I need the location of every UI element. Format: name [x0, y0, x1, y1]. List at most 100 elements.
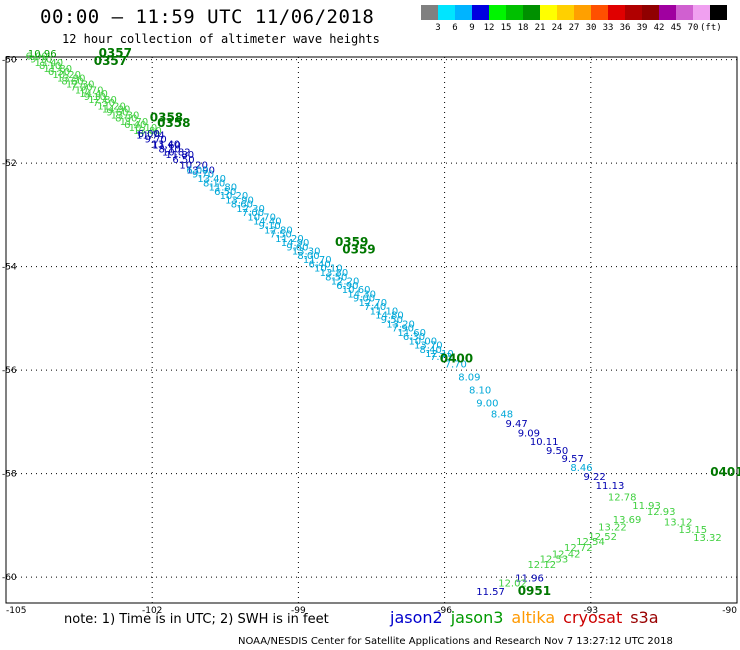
color-scale-label: 45	[670, 23, 682, 33]
track-observation: 8.00	[297, 251, 319, 262]
track-observation: 10.60	[342, 285, 371, 296]
track-observation: 8.50	[138, 129, 160, 140]
wave-height-labels: 11.7411.6010.827.737.708.098.109.008.489…	[28, 49, 722, 598]
wave-height-value: 7.73	[430, 352, 452, 363]
color-scale-label: 12	[483, 23, 495, 33]
pass-time: 0359	[335, 235, 368, 249]
wave-height-value: 10.11	[530, 437, 559, 448]
track-observation: 12.10	[425, 349, 454, 360]
latitude-tick-label: -56	[2, 366, 17, 376]
track-observation: 6.40	[124, 120, 146, 131]
pass-time: 0358	[157, 116, 190, 130]
track-observation: 10.20	[179, 160, 208, 171]
track-observation: 12.30	[236, 204, 265, 215]
color-cell	[574, 5, 591, 20]
wave-height-value: 13.22	[598, 523, 627, 534]
track-observation: 13.30	[292, 247, 321, 258]
wave-height-value: 10.96	[28, 49, 57, 60]
track-observation: 14.40	[79, 89, 108, 100]
track-observation: 11.80	[43, 64, 72, 75]
color-cell	[608, 5, 625, 20]
color-cell	[523, 5, 540, 20]
pass-time: 0400	[440, 351, 473, 365]
wave-height-value: 9.22	[583, 472, 605, 483]
track-observation: 9.70	[30, 55, 52, 66]
longitude-tick-label: -90	[722, 606, 737, 616]
track-observation: 9.10	[259, 221, 281, 232]
track-observation: 13.80	[133, 126, 162, 137]
color-cell	[540, 5, 557, 20]
track-observation: 11.80	[209, 183, 238, 194]
color-scale-label: 36	[619, 23, 631, 33]
pass-time: 0357	[94, 54, 127, 68]
color-cell	[472, 5, 489, 20]
longitude-tick-label: -105	[6, 606, 26, 616]
wave-height-value: 8.48	[491, 410, 513, 421]
track-observation: 12.20	[331, 277, 360, 288]
color-scale-label: 27	[568, 23, 580, 33]
track-observation: 13.40	[34, 58, 63, 69]
wave-height-value: 9.57	[562, 454, 584, 465]
track-observation: 10.20	[220, 191, 249, 202]
wave-height-value: 12.72	[564, 543, 593, 554]
latitude-tick-label: -52	[2, 159, 17, 169]
track-observation: 9.50	[381, 315, 403, 326]
wave-height-value: 13.12	[664, 517, 693, 528]
track-observation: 13.90	[186, 165, 215, 176]
track-observation: 10.70	[247, 212, 276, 223]
track-observation: 11.20	[275, 234, 304, 245]
wave-height-value: 11.60	[152, 141, 181, 152]
wave-height-value: 9.50	[546, 446, 568, 457]
track-observation: 6.50	[48, 67, 70, 78]
wave-height-value: 13.15	[679, 525, 708, 536]
color-cell	[676, 5, 693, 20]
legend-jason3: jason3	[450, 608, 504, 627]
wave-height-value: 13.69	[613, 515, 642, 526]
track-observation: 7.00	[242, 208, 264, 219]
credit-line: NOAA/NESDIS Center for Satellite Applica…	[238, 636, 673, 647]
track-observation: 12.30	[66, 80, 95, 91]
pass-time: 0357	[99, 46, 132, 60]
color-scale-label: 15	[500, 23, 512, 33]
wave-height-value: 12.78	[608, 493, 637, 504]
color-scale-label: 33	[602, 23, 614, 33]
color-cell	[557, 5, 574, 20]
color-cell	[421, 5, 438, 20]
color-scale-label: 24	[551, 23, 563, 33]
color-cell	[489, 5, 506, 20]
wave-height-value: 8.10	[469, 385, 491, 396]
longitude-tick-label: -99	[291, 606, 306, 616]
track-observation: 13.70	[414, 341, 443, 352]
track-observation: 13.40	[197, 174, 226, 185]
track-observation: 8.10	[203, 178, 225, 189]
track-observation: 9.60	[286, 242, 308, 253]
wave-height-value: 11.57	[476, 587, 505, 598]
color-cell	[591, 5, 608, 20]
track-observation: 6.50	[214, 187, 236, 198]
satellite-track: 6.009.7013.408.1011.806.5010.2013.908.60…	[25, 52, 453, 361]
track-observation: 14.40	[253, 217, 282, 228]
axis-tick-labels: -105 -102 -99 -96 -93 -90 -50 -52 -54 -56 -58 -60	[2, 56, 737, 616]
track-observation: 11.80	[165, 150, 194, 161]
track-observation: 12.80	[88, 95, 117, 106]
track-observation: 13.30	[111, 111, 140, 122]
track-observation: 8.10	[158, 145, 180, 156]
latitude-tick-label: -54	[2, 263, 17, 273]
map-grid	[5, 56, 738, 604]
legend-altika: altika	[511, 608, 556, 627]
track-observation: 8.40	[420, 345, 442, 356]
track-observation: 6.30	[403, 332, 425, 343]
color-cell	[693, 5, 710, 20]
wave-height-value: 12.54	[576, 537, 605, 548]
track-observation: 12.70	[358, 298, 387, 309]
track-observation: 6.40	[308, 259, 330, 270]
legend-s3a: s3a	[630, 608, 659, 627]
longitude-tick-label: -102	[142, 606, 162, 616]
track-observation: 8.10	[39, 61, 61, 72]
wave-height-value: 12.93	[647, 507, 676, 518]
wave-height-value: 7.70	[445, 360, 467, 371]
track-observation: 13.80	[320, 268, 349, 279]
color-cell	[659, 5, 676, 20]
track-observation: 7.50	[270, 230, 292, 241]
